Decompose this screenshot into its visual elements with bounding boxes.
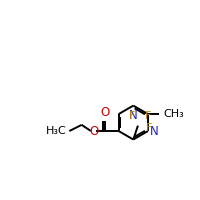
Text: F: F (129, 111, 136, 121)
Text: O: O (89, 125, 99, 138)
Text: F: F (145, 111, 151, 121)
Text: H₃C: H₃C (46, 126, 67, 136)
Text: N: N (129, 109, 138, 122)
Text: F: F (146, 123, 152, 133)
Text: N: N (150, 125, 159, 138)
Text: CH₃: CH₃ (163, 109, 184, 119)
Text: O: O (100, 106, 109, 119)
